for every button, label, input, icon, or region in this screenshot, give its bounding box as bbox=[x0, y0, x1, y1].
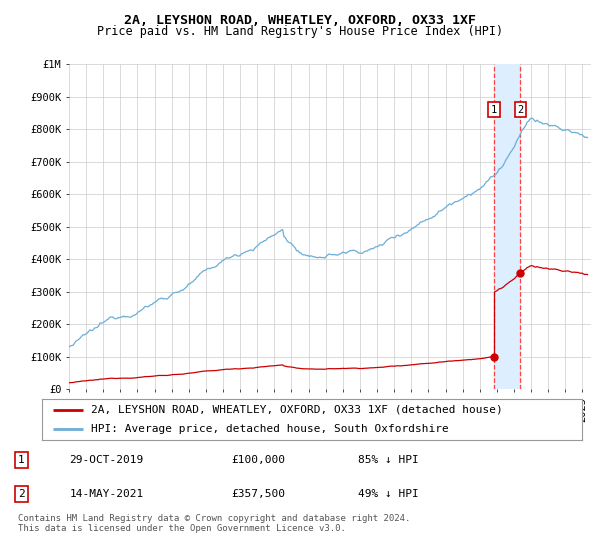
Text: 14-MAY-2021: 14-MAY-2021 bbox=[70, 489, 144, 499]
Text: HPI: Average price, detached house, South Oxfordshire: HPI: Average price, detached house, Sout… bbox=[91, 423, 448, 433]
Text: 85% ↓ HPI: 85% ↓ HPI bbox=[358, 455, 418, 465]
Text: 29-OCT-2019: 29-OCT-2019 bbox=[70, 455, 144, 465]
Text: 49% ↓ HPI: 49% ↓ HPI bbox=[358, 489, 418, 499]
Text: 2A, LEYSHON ROAD, WHEATLEY, OXFORD, OX33 1XF (detached house): 2A, LEYSHON ROAD, WHEATLEY, OXFORD, OX33… bbox=[91, 405, 502, 415]
Text: 2: 2 bbox=[18, 489, 25, 499]
Text: Contains HM Land Registry data © Crown copyright and database right 2024.
This d: Contains HM Land Registry data © Crown c… bbox=[18, 514, 410, 534]
Text: 2: 2 bbox=[517, 105, 523, 115]
Text: Price paid vs. HM Land Registry's House Price Index (HPI): Price paid vs. HM Land Registry's House … bbox=[97, 25, 503, 38]
Text: 1: 1 bbox=[491, 105, 497, 115]
Text: £100,000: £100,000 bbox=[231, 455, 285, 465]
Text: £357,500: £357,500 bbox=[231, 489, 285, 499]
Bar bbox=[494, 64, 520, 389]
Text: 1: 1 bbox=[18, 455, 25, 465]
Text: 2A, LEYSHON ROAD, WHEATLEY, OXFORD, OX33 1XF: 2A, LEYSHON ROAD, WHEATLEY, OXFORD, OX33… bbox=[124, 14, 476, 27]
